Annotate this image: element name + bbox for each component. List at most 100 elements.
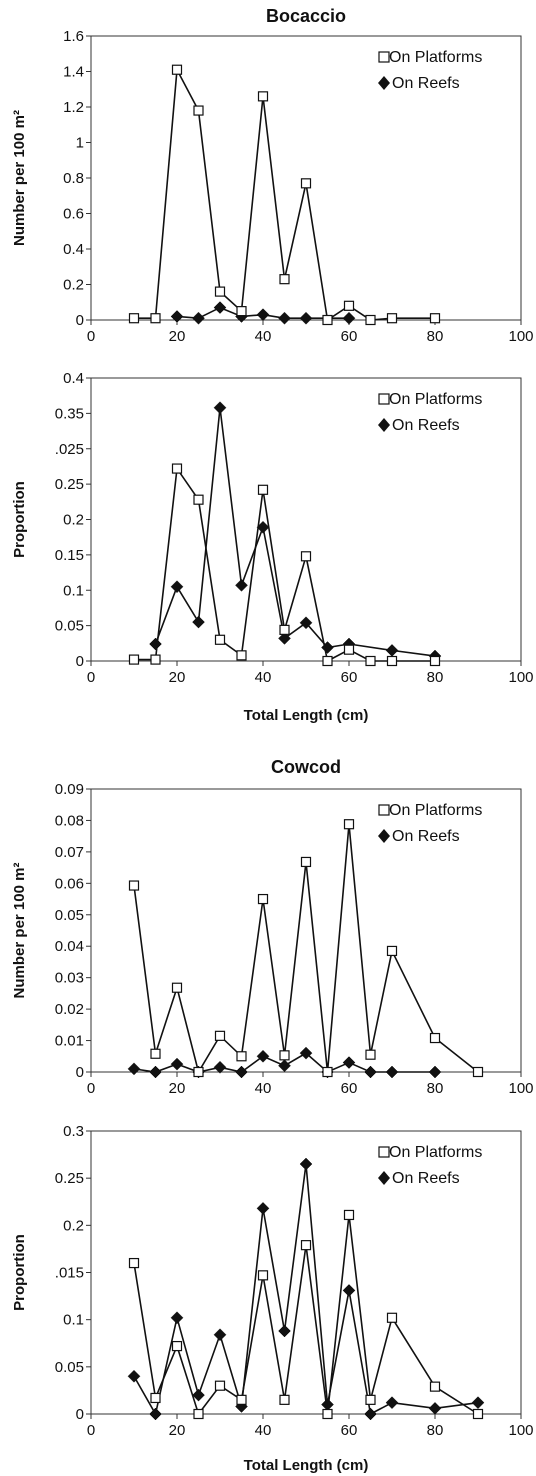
data-point-reefs (342, 1056, 356, 1069)
data-point-platforms (322, 314, 333, 326)
data-point-platforms (343, 300, 355, 311)
data-point-reefs (170, 310, 184, 323)
y-tick-label: 0.04 (55, 938, 84, 955)
data-point-platforms (429, 313, 441, 324)
y-tick-label: 0.05 (55, 907, 84, 924)
data-point-reefs (428, 1401, 442, 1415)
y-tick-label: 0.25 (55, 1170, 84, 1187)
y-tick-label: 0 (76, 1064, 84, 1081)
data-point-reefs (299, 1046, 313, 1060)
data-point-platforms (236, 650, 247, 661)
y-tick-label: 0.02 (55, 1001, 84, 1018)
legend-marker-platforms (378, 51, 390, 63)
chart-title: Cowcod (271, 757, 341, 777)
y-tick-label: 0.1 (63, 582, 84, 599)
y-tick-label: 0.2 (63, 1217, 84, 1234)
chart-3: Cowcod 0 0.01 0.02 0.03 0.04 0.05 0.06 0.07 0.08 0… (11, 757, 534, 1097)
data-point-reefs (278, 632, 291, 645)
x-tick-label: 60 (341, 669, 358, 686)
x-tick-label: 20 (169, 669, 186, 686)
x-tick-label: 40 (255, 669, 272, 686)
y-tick-label: 0.09 (55, 781, 84, 798)
x-axis-label: Total Length (cm) (244, 1457, 369, 1474)
legend-label-platforms: On Platforms (389, 1144, 482, 1161)
chart-4: 0 0.05 0.1 .015 0.2 0.25 0.3 0 20 40 60 80 100 Propor… (11, 1123, 534, 1474)
data-point-reefs (149, 1065, 162, 1079)
data-point-platforms (128, 654, 140, 665)
data-point-reefs (256, 1201, 270, 1215)
legend-marker-reefs (378, 829, 390, 843)
data-point-platforms (322, 655, 333, 667)
y-tick-label: 0.35 (55, 405, 84, 422)
data-point-platforms (472, 1408, 484, 1420)
data-point-reefs (127, 1369, 141, 1383)
data-point-reefs (192, 615, 205, 629)
data-point-platforms (193, 494, 204, 505)
x-tick-label: 80 (427, 328, 444, 345)
data-point-platforms (429, 655, 441, 667)
y-tick-label: 0.4 (63, 370, 84, 387)
legend: On Platforms On Reefs (378, 391, 482, 434)
data-point-reefs (385, 1396, 399, 1410)
data-point-platforms (472, 1066, 484, 1078)
x-tick-label: 80 (427, 1080, 444, 1097)
data-point-platforms (128, 313, 140, 324)
y-tick-label: 0.25 (55, 476, 84, 493)
x-tick-label: 60 (341, 1422, 358, 1439)
y-tick-label: 0 (76, 312, 84, 329)
data-point-platforms (150, 1392, 161, 1404)
y-tick-label: 0 (76, 653, 84, 670)
x-tick-label: 20 (169, 1080, 186, 1097)
data-point-platforms (429, 1381, 441, 1392)
legend-marker-platforms (378, 1146, 390, 1158)
data-point-reefs (235, 1065, 248, 1079)
legend: On Platforms On Reefs (378, 49, 482, 92)
data-point-platforms (300, 551, 312, 562)
data-point-platforms (322, 1066, 333, 1078)
legend: On Platforms On Reefs (378, 802, 482, 845)
data-point-platforms (214, 286, 226, 297)
y-tick-label: 1 (76, 135, 84, 152)
data-point-platforms (257, 1270, 269, 1281)
chart-1: Bocaccio 0 0.2 0.4 0.6 0.8 1 1.2 1.4 1.6 0 20 40 60 80… (11, 6, 534, 345)
data-point-platforms (386, 655, 398, 667)
y-tick-label: 0.3 (63, 1123, 84, 1140)
data-point-reefs (278, 1059, 291, 1073)
data-point-platforms (343, 644, 355, 655)
data-point-reefs (278, 1324, 291, 1338)
legend-label-reefs: On Reefs (392, 417, 460, 434)
data-point-platforms (279, 1050, 290, 1061)
y-tick-label: 0.8 (63, 170, 84, 187)
y-tick-label: 0.15 (55, 547, 84, 564)
series-line-reefs (133, 1163, 479, 1417)
data-point-platforms (279, 624, 290, 635)
data-point-platforms (279, 274, 290, 285)
y-tick-label: 1.4 (63, 64, 84, 81)
data-point-platforms (171, 982, 183, 993)
y-tick-label: 0.2 (63, 277, 84, 294)
data-point-reefs (149, 1407, 162, 1421)
data-point-reefs (364, 1407, 377, 1421)
data-point-platforms (236, 1394, 247, 1405)
data-point-reefs (471, 1396, 485, 1410)
x-tick-label: 0 (87, 669, 95, 686)
data-point-platforms (365, 1049, 376, 1060)
y-tick-label: 0.05 (55, 1359, 84, 1376)
data-point-reefs (299, 311, 313, 325)
data-point-platforms (386, 313, 398, 324)
y-tick-label: .015 (55, 1265, 84, 1282)
data-point-reefs (170, 580, 184, 594)
data-point-platforms (128, 880, 140, 891)
data-point-platforms (150, 1048, 161, 1059)
y-axis-label: Number per 100 m² (11, 863, 28, 999)
legend-label-platforms: On Platforms (389, 391, 482, 408)
chart-2: 0 0.05 0.1 0.15 0.2 0.25 .025 0.35 0.4 0 20 40 60 80 1… (11, 370, 534, 724)
x-tick-label: 20 (169, 1422, 186, 1439)
y-tick-label: 0.01 (55, 1033, 84, 1050)
x-tick-label: 0 (87, 1080, 95, 1097)
x-tick-label: 0 (87, 328, 95, 345)
legend-label-reefs: On Reefs (392, 828, 460, 845)
data-point-platforms (365, 314, 376, 326)
data-point-platforms (322, 1408, 333, 1420)
